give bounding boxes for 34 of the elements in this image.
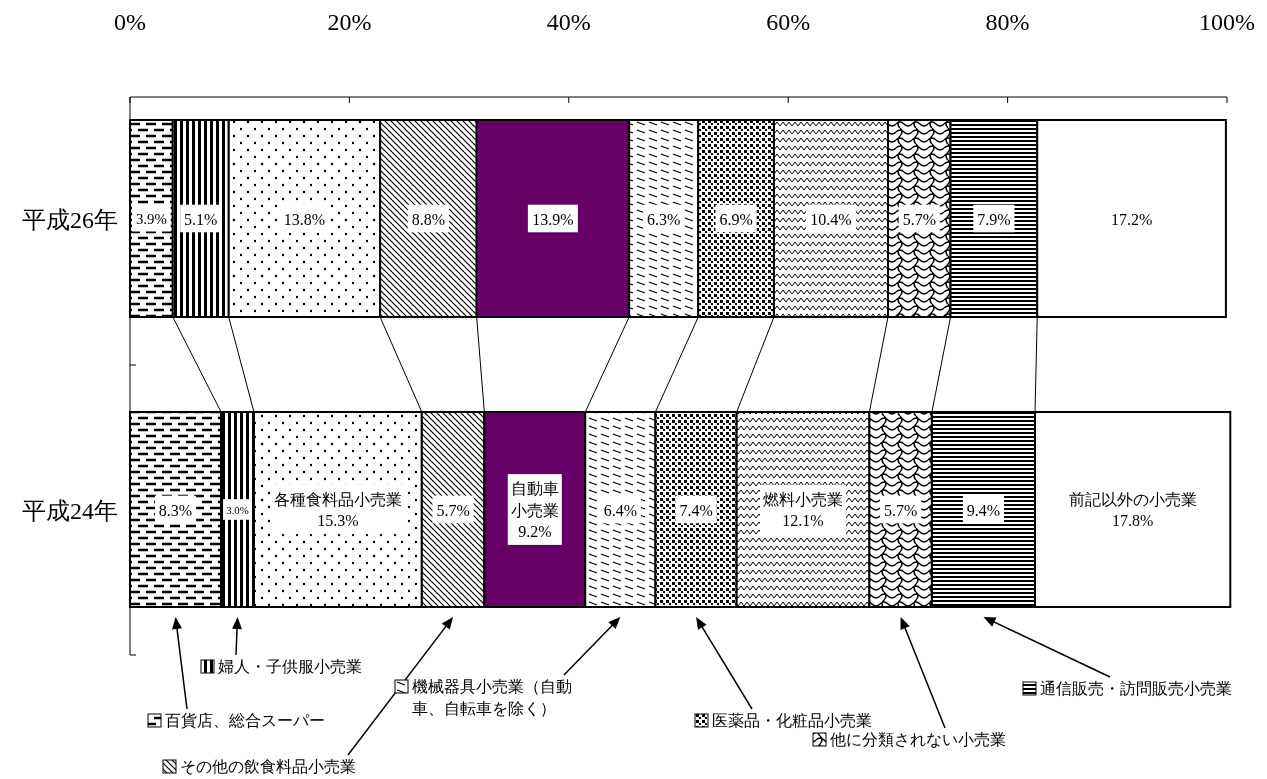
data-label: 6.4% — [603, 501, 638, 519]
data-label: 6.9% — [719, 210, 753, 228]
data-label: 15.3% — [317, 512, 359, 530]
data-label: 8.8% — [411, 210, 446, 228]
data-label: 13.8% — [283, 210, 326, 228]
x-tick-label: 60% — [766, 9, 811, 35]
data-label: 5.7% — [436, 501, 470, 519]
x-tick-label: 40% — [546, 9, 591, 35]
series-label: 前記以外の小売業 — [1068, 490, 1197, 508]
data-label: 9.2% — [518, 523, 552, 541]
x-tick-label: 80% — [985, 9, 1030, 35]
data-label: 3.0% — [226, 503, 249, 516]
data-label: 13.9% — [532, 210, 574, 228]
data-label: 3.9% — [135, 211, 167, 228]
data-label: 10.4% — [810, 210, 852, 228]
data-label: 5.7% — [902, 210, 936, 228]
data-label: 12.1% — [782, 512, 824, 530]
data-label: 8.3% — [158, 501, 193, 519]
y-tick-label: 平成26年 — [22, 206, 118, 233]
data-label: 7.9% — [977, 210, 1011, 228]
y-tick-label: 平成24年 — [22, 497, 118, 524]
x-tick-label: 100% — [1199, 9, 1255, 35]
data-label: 17.2% — [1110, 210, 1153, 228]
data-label: 6.3% — [647, 210, 681, 228]
data-label: 5.1% — [184, 210, 218, 228]
series-label: 燃料小売業 — [763, 490, 844, 508]
data-label: 17.8% — [1111, 512, 1154, 530]
series-label: 各種食料品小売業 — [273, 490, 402, 508]
x-tick-label: 20% — [327, 9, 372, 35]
data-label: 9.4% — [966, 501, 1001, 519]
series-label: 自動車小売業 — [510, 479, 559, 519]
data-label: 5.7% — [883, 501, 918, 519]
data-label: 7.4% — [679, 501, 713, 519]
x-tick-label: 0% — [114, 9, 146, 35]
